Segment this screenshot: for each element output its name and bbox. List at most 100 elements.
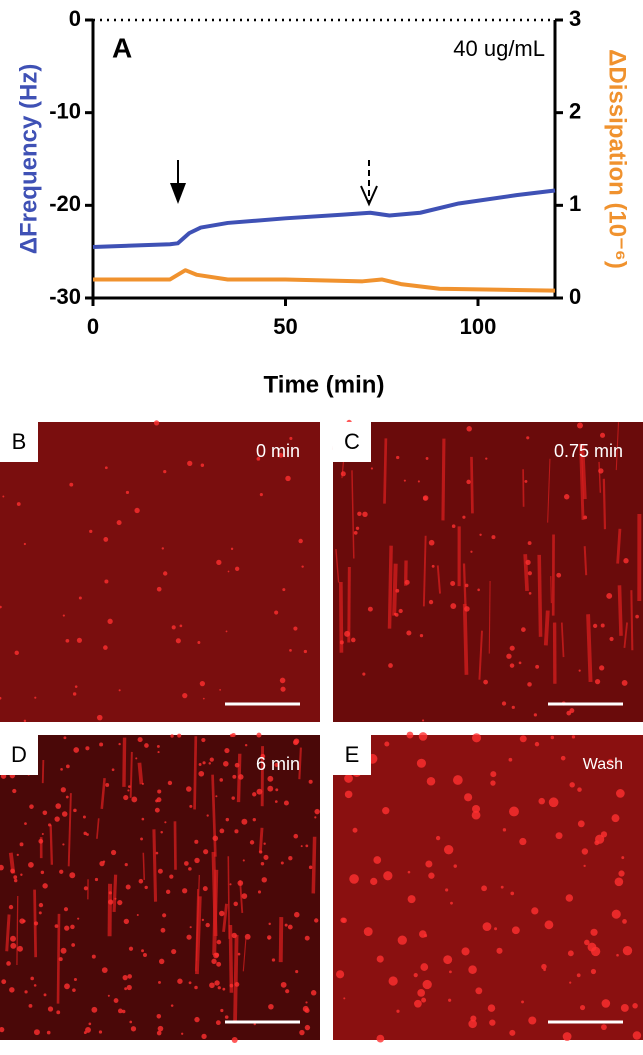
speck [102, 967, 108, 973]
speck [425, 860, 432, 867]
speck [470, 551, 472, 553]
speck [377, 955, 384, 962]
speck [569, 782, 574, 787]
speck [89, 1022, 92, 1025]
speck [353, 828, 358, 833]
speck [295, 970, 298, 973]
speck [551, 736, 554, 739]
speck [465, 584, 469, 588]
speck [512, 926, 520, 934]
speck [454, 864, 457, 867]
speck [420, 634, 423, 637]
speck [299, 1030, 304, 1035]
time-label: 6 min [256, 754, 300, 774]
streak [546, 611, 548, 646]
speck [186, 935, 191, 940]
speck [594, 840, 599, 845]
speck [466, 426, 471, 431]
arrow-head [170, 183, 186, 204]
speck [382, 807, 389, 814]
speck [588, 943, 597, 952]
speck [34, 1029, 40, 1035]
speck [59, 870, 63, 874]
speck [55, 803, 61, 809]
speck [203, 849, 208, 854]
speck [609, 637, 613, 641]
speck [62, 843, 64, 845]
speck [285, 476, 290, 481]
data-line [93, 270, 555, 290]
speck [62, 811, 68, 817]
speck [483, 922, 492, 931]
speck [423, 980, 432, 989]
y2-tick-label: 0 [569, 284, 581, 309]
speck [66, 639, 70, 643]
speck [141, 949, 144, 952]
speck [17, 502, 21, 506]
speck [29, 1004, 33, 1008]
speck [490, 771, 496, 777]
speck [70, 925, 75, 930]
speck [20, 842, 24, 846]
speck [436, 836, 440, 840]
speck [194, 840, 198, 844]
speck [569, 982, 571, 984]
speck [466, 480, 470, 484]
speck [74, 978, 77, 981]
speck [526, 436, 529, 439]
speck [314, 918, 318, 922]
speck [623, 558, 628, 563]
speck [252, 792, 256, 796]
speck [450, 581, 455, 586]
streak [465, 604, 467, 675]
speck [126, 491, 129, 494]
speck [423, 496, 427, 500]
speck [388, 663, 393, 668]
speck [566, 711, 571, 716]
speck [43, 810, 48, 815]
y2-axis-label: ΔDissipation (10⁻⁶) [604, 49, 631, 269]
speck [258, 890, 261, 893]
speck [421, 998, 426, 1003]
speck [305, 1025, 310, 1030]
speck [509, 1030, 515, 1036]
speck [42, 883, 47, 888]
streak [281, 917, 282, 962]
speck [305, 845, 308, 848]
speck [41, 871, 44, 874]
speck [99, 742, 103, 746]
speck [285, 989, 289, 993]
speck [488, 1004, 495, 1011]
speck [414, 1000, 422, 1008]
speck [462, 516, 465, 519]
speck [583, 865, 585, 867]
speck [445, 888, 448, 891]
speck [256, 733, 261, 738]
speck [452, 524, 456, 528]
x-axis-label: Time (min) [264, 371, 385, 398]
speck [231, 796, 234, 799]
speck [261, 862, 264, 865]
speck [125, 863, 128, 866]
speck [510, 663, 515, 668]
speck [314, 809, 319, 814]
speck [519, 661, 522, 664]
speck [48, 823, 51, 826]
speck [578, 820, 585, 827]
speck [202, 761, 205, 764]
speck [187, 461, 192, 466]
streak [114, 875, 116, 912]
speck [427, 777, 436, 786]
speck [510, 892, 514, 896]
speck [64, 925, 69, 930]
x-tick-label: 50 [273, 314, 297, 339]
speck [632, 1003, 637, 1008]
speck [219, 828, 224, 833]
speck [176, 638, 181, 643]
speck [303, 1006, 309, 1012]
speck [89, 530, 92, 533]
speck [443, 955, 452, 964]
speck [432, 565, 435, 568]
speck [20, 874, 22, 876]
y-tick-label: -30 [49, 284, 81, 309]
